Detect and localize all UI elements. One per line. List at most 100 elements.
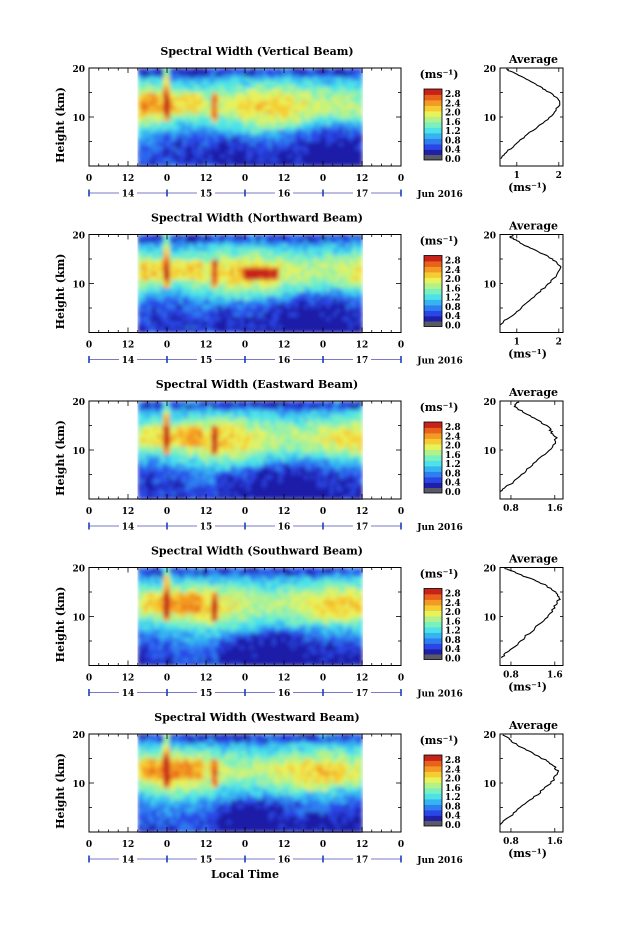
panel-1: Spectral Width (Vertical Beam)2010Height… xyxy=(54,45,564,200)
heatmap-cell xyxy=(294,141,299,147)
heatmap-cell xyxy=(189,100,193,106)
heatmap-cell xyxy=(256,117,261,122)
heatmap-cell xyxy=(214,108,219,114)
heatmap-cell xyxy=(278,112,283,118)
heatmap-cell xyxy=(221,129,225,134)
heatmap-cell xyxy=(352,267,357,272)
heatmap-cell xyxy=(189,279,193,285)
heatmap-cell xyxy=(278,441,283,447)
heatmap-cell xyxy=(281,250,286,256)
heatmap-cell xyxy=(307,263,312,268)
heatmap-cell xyxy=(140,437,145,443)
heatmap-cell xyxy=(297,100,302,106)
heatmap-cell xyxy=(211,441,216,447)
heatmap-cell xyxy=(137,145,142,151)
heatmap-cell xyxy=(240,409,245,414)
heatmap-cell xyxy=(342,112,347,118)
heatmap-cell xyxy=(147,328,152,334)
heatmap-cell xyxy=(166,312,171,317)
heatmap-cell xyxy=(326,76,331,81)
heatmap-cell xyxy=(163,425,168,431)
heatmap-cell xyxy=(333,283,337,289)
heatmap-cell xyxy=(237,279,241,285)
heatmap-cell xyxy=(291,125,296,130)
heatmap-cell xyxy=(137,76,142,81)
heatmap-cell xyxy=(342,129,347,134)
heatmap-cell xyxy=(198,100,203,106)
heatmap-cell xyxy=(214,429,219,435)
heatmap-cell xyxy=(249,246,254,252)
heatmap-cell xyxy=(259,80,264,85)
heatmap-cell xyxy=(137,88,142,94)
heatmap-cell xyxy=(182,490,187,496)
heatmap-cell xyxy=(358,291,363,297)
heatmap-cell xyxy=(275,153,280,159)
heatmap-cell xyxy=(237,437,241,443)
heatmap-cell xyxy=(208,161,213,167)
heatmap-cell xyxy=(307,283,312,289)
heatmap-cell xyxy=(301,490,305,496)
heatmap-cell xyxy=(205,287,209,293)
heatmap-cell xyxy=(345,88,350,94)
heatmap-cell xyxy=(192,482,197,488)
heatmap-cell xyxy=(342,80,347,85)
heatmap-cell xyxy=(285,445,289,451)
heatmap-cell xyxy=(285,96,289,102)
heatmap-cell xyxy=(358,112,363,118)
heatmap-cell xyxy=(355,145,360,151)
heatmap-cell xyxy=(243,283,248,289)
heatmap-cell xyxy=(301,458,305,463)
heatmap-cell xyxy=(272,238,277,244)
heatmap-cell xyxy=(329,283,334,289)
colorbar-swatch xyxy=(424,316,442,322)
heatmap-cell xyxy=(153,161,158,167)
heatmap-cell xyxy=(336,312,341,317)
heatmap-cell xyxy=(313,157,318,163)
heatmap-cell xyxy=(163,462,168,467)
heatmap-cell xyxy=(211,137,216,143)
heatmap-cell xyxy=(140,88,145,94)
heatmap-cell xyxy=(256,234,261,240)
heatmap-cell xyxy=(217,413,222,418)
heatmap-cell xyxy=(221,283,225,289)
heatmap-cell xyxy=(355,320,360,325)
heatmap-cell xyxy=(185,100,190,106)
heatmap-cell xyxy=(304,137,309,143)
heatmap-cell xyxy=(259,421,264,427)
heatmap-cell xyxy=(198,141,203,147)
heatmap-cell xyxy=(246,96,251,102)
heatmap-cell xyxy=(349,299,353,305)
heatmap-cell xyxy=(192,92,197,98)
heatmap-cell xyxy=(358,254,363,260)
heatmap-cell xyxy=(301,450,305,455)
heatmap-cell xyxy=(221,80,225,85)
heatmap-cell xyxy=(205,234,209,240)
heatmap-cell xyxy=(304,100,309,106)
heatmap-cell xyxy=(243,129,248,134)
heatmap-cell xyxy=(310,320,315,325)
heatmap-cell xyxy=(313,129,318,134)
heatmap-cell xyxy=(140,267,145,272)
heatmap-cell xyxy=(217,320,222,325)
heatmap-cell xyxy=(323,133,328,139)
heatmap-cell xyxy=(179,234,184,240)
heatmap-cell xyxy=(198,478,203,484)
heatmap-cell xyxy=(147,441,152,447)
heatmap-cell xyxy=(227,80,232,85)
heatmap-cell xyxy=(240,141,245,147)
heatmap-cell xyxy=(217,161,222,167)
heatmap-cell xyxy=(297,308,302,313)
heatmap-cell xyxy=(172,482,177,488)
heatmap-cell xyxy=(256,84,261,90)
heatmap-cell xyxy=(227,271,232,276)
heatmap-cell xyxy=(214,279,219,285)
heatmap-cell xyxy=(227,482,232,488)
heatmap-cell xyxy=(265,267,270,272)
heatmap-cell xyxy=(278,153,283,159)
heatmap-cell xyxy=(317,125,321,130)
heatmap-cell xyxy=(246,84,251,90)
heatmap-cell xyxy=(259,299,264,305)
heatmap-cell xyxy=(230,133,235,139)
heatmap-cell xyxy=(224,494,229,500)
heatmap-cell xyxy=(243,474,248,480)
